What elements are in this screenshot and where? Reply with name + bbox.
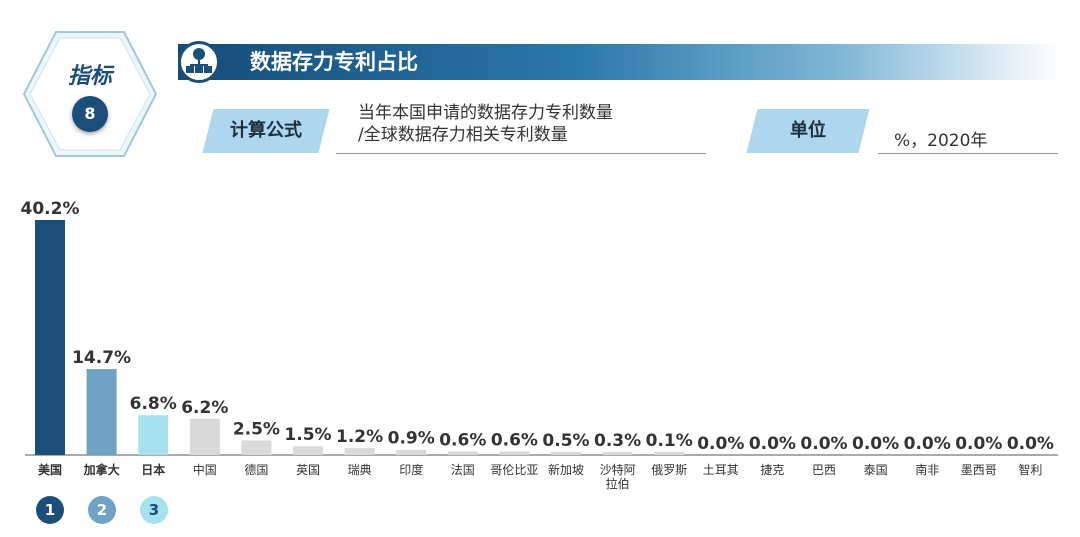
category-label-6: 瑞典: [348, 463, 372, 477]
bar-5: [293, 446, 323, 455]
category-label-18: 墨西哥: [961, 463, 997, 477]
value-label-13: 0.0%: [697, 434, 744, 454]
formula-text: 当年本国申请的数据存力专利数量 /全球数据存力相关专利数量: [358, 102, 706, 146]
bar-11: [602, 452, 633, 455]
value-label-7: 0.9%: [388, 429, 435, 449]
rank-badge-1: 1: [36, 496, 64, 524]
bar-8: [447, 451, 478, 455]
value-label-10: 0.5%: [542, 431, 589, 451]
value-label-19: 0.0%: [1007, 434, 1054, 454]
hexagon-frame: [22, 31, 158, 157]
value-label-0: 40.2%: [21, 199, 80, 219]
category-label-7: 印度: [399, 462, 423, 477]
category-label-3: 中国: [193, 462, 217, 477]
value-label-17: 0.0%: [904, 434, 951, 454]
category-label-19: 智利: [1018, 462, 1042, 477]
indicator-badge: 指标 8: [22, 30, 158, 158]
category-label-12: 俄罗斯: [651, 463, 687, 477]
value-label-1: 14.7%: [72, 348, 131, 368]
bar-7: [396, 449, 427, 455]
category-label-5: 英国: [296, 463, 320, 477]
bar-9: [499, 451, 530, 455]
rank-badge-2: 2: [88, 496, 116, 524]
unit-value: %，2020年: [894, 131, 988, 151]
network-server-icon: [178, 41, 220, 83]
value-label-18: 0.0%: [955, 434, 1002, 454]
category-label-17: 南非: [915, 462, 939, 477]
category-label-9: 哥伦比亚: [490, 462, 538, 477]
indicator-number: 8: [72, 96, 108, 132]
bar-2: [138, 415, 169, 455]
bar-12: [654, 452, 685, 455]
category-label-11-line-0: 沙特阿: [600, 462, 636, 477]
value-label-2: 6.8%: [130, 394, 177, 414]
category-label-0: 美国: [38, 462, 62, 477]
indicator-label: 指标: [67, 64, 112, 89]
value-label-3: 6.2%: [181, 398, 228, 418]
category-label-16: 泰国: [864, 463, 888, 477]
category-label-13: 土耳其: [703, 463, 739, 477]
bar-3: [189, 418, 220, 455]
category-label-15: 巴西: [812, 463, 836, 477]
page-title: 数据存力专利占比: [250, 50, 418, 74]
value-label-5: 1.5%: [284, 425, 331, 445]
value-label-12: 0.1%: [646, 431, 693, 451]
rank-badge-3: 3: [140, 496, 168, 524]
value-label-14: 0.0%: [749, 434, 796, 454]
bar-0: [35, 220, 65, 455]
category-label-14: 捷克: [760, 463, 784, 477]
unit-underline: [878, 153, 1058, 154]
value-label-11: 0.3%: [594, 431, 641, 451]
formula-line-1: 当年本国申请的数据存力专利数量: [358, 103, 613, 123]
value-label-15: 0.0%: [800, 434, 847, 454]
bar-6: [344, 447, 375, 455]
category-label-11-line-1: 拉伯: [606, 476, 630, 491]
bar-4: [241, 440, 272, 455]
bar-10: [551, 452, 581, 455]
value-label-9: 0.6%: [491, 430, 538, 450]
category-label-10: 新加坡: [548, 462, 584, 477]
value-label-6: 1.2%: [336, 427, 383, 447]
title-bar: [178, 44, 1060, 80]
value-label-16: 0.0%: [852, 434, 899, 454]
category-label-1: 加拿大: [83, 462, 120, 477]
value-label-8: 0.6%: [439, 430, 486, 450]
formula-underline: [336, 153, 706, 154]
bar-1: [86, 369, 117, 455]
value-label-4: 2.5%: [233, 419, 280, 439]
category-label-4: 德国: [244, 462, 268, 477]
formula-line-2: /全球数据存力相关专利数量: [358, 125, 568, 145]
category-label-2: 日本: [141, 462, 165, 477]
category-label-8: 法国: [451, 463, 475, 477]
